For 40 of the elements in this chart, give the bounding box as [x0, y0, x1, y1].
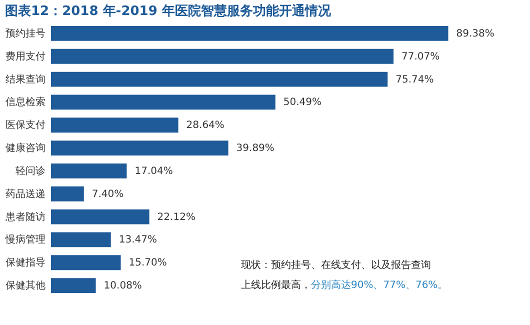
data-label: 39.89% — [236, 143, 274, 154]
bar — [51, 164, 127, 178]
bar — [51, 140, 228, 156]
data-label: 17.04% — [134, 166, 173, 177]
y-tick-label: 信息检索 — [6, 96, 46, 108]
annotation: 上线比例最高， — [241, 279, 311, 291]
data-label: 7.40% — [92, 188, 124, 200]
annotation: 分别高达90%、77%、76%。 — [311, 279, 448, 291]
y-tick-label: 保健其他 — [6, 280, 46, 292]
bar — [51, 118, 178, 133]
bar — [51, 255, 121, 270]
bar — [51, 209, 150, 224]
bar — [51, 48, 394, 64]
bar — [51, 232, 111, 248]
data-label: 77.07% — [402, 51, 440, 62]
y-tick-label: 轻问诊 — [16, 164, 46, 177]
bar — [51, 26, 448, 41]
data-label: 50.49% — [283, 97, 322, 108]
y-tick-label: 保健指导 — [6, 256, 46, 269]
bar — [51, 94, 276, 110]
data-label: 13.47% — [118, 234, 158, 246]
bar — [51, 278, 96, 293]
data-label: 89.38% — [456, 28, 494, 40]
y-tick-label: 费用支付 — [6, 50, 46, 62]
bar — [51, 186, 84, 202]
y-tick-label: 预约挂号 — [6, 27, 46, 40]
data-label: 15.70% — [128, 258, 167, 269]
y-tick-label: 药品送递 — [6, 188, 46, 200]
y-tick-label: 健康咨询 — [6, 142, 46, 154]
bar — [51, 72, 388, 87]
y-tick-label: 医保支付 — [6, 119, 46, 132]
data-label: 22.12% — [157, 212, 196, 223]
y-tick-label: 慢病管理 — [4, 234, 46, 246]
chart-title: 图表12：2018 年-2019 年医院智慧服务功能开通情况 — [5, 3, 332, 19]
data-label: 10.08% — [104, 280, 142, 292]
y-tick-label: 患者随访 — [4, 210, 46, 223]
data-label: 28.64% — [186, 120, 224, 132]
annotation: 现状：预约挂号、在线支付、以及报告查询 — [241, 259, 431, 271]
data-label: 75.74% — [396, 74, 434, 86]
y-tick-label: 结果查询 — [6, 73, 46, 86]
